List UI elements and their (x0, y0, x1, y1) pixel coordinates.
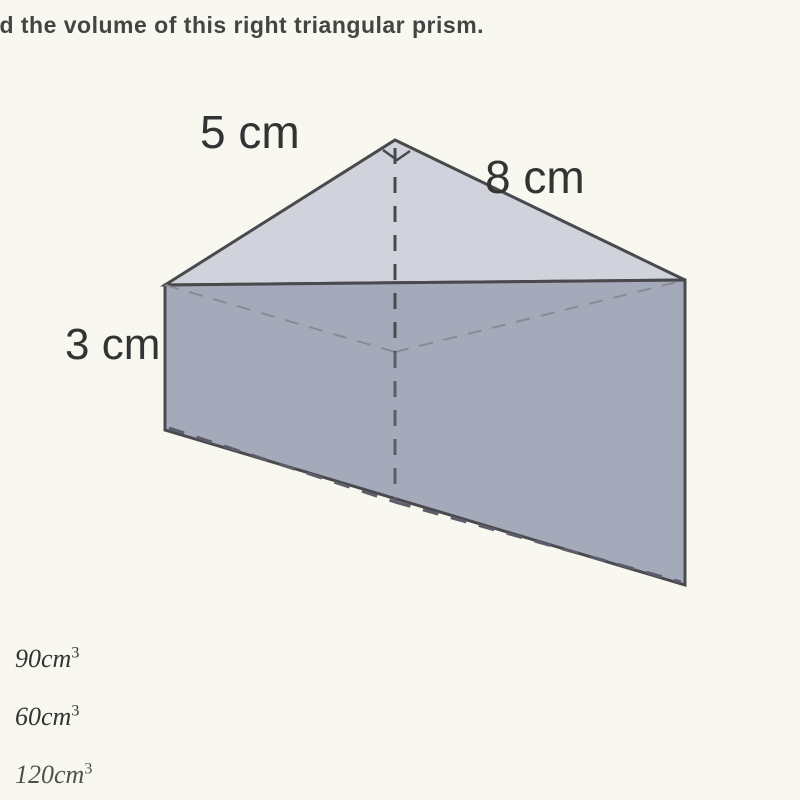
front-face (165, 280, 685, 585)
answer-a-unit: cm (41, 644, 71, 673)
label-5cm: 5 cm (200, 105, 300, 159)
answer-c-exp: 3 (84, 760, 92, 777)
top-face (165, 140, 685, 285)
question-text: ind the volume of this right triangular … (0, 12, 484, 39)
answer-c-unit: cm (54, 760, 84, 789)
answer-c-value: 120 (15, 760, 54, 789)
answer-a-value: 90 (15, 644, 41, 673)
label-8cm: 8 cm (485, 150, 585, 204)
prism-diagram: 5 cm 8 cm 3 cm (95, 70, 735, 630)
prism-svg (95, 70, 735, 630)
answer-b-value: 60 (15, 702, 41, 731)
answer-b-exp: 3 (71, 702, 79, 719)
answer-option-a[interactable]: 90cm3 (15, 644, 92, 674)
answer-option-c[interactable]: 120cm3 (15, 760, 92, 790)
answer-option-b[interactable]: 60cm3 (15, 702, 92, 732)
answer-b-unit: cm (41, 702, 71, 731)
answer-options: 90cm3 60cm3 120cm3 (15, 644, 92, 790)
label-3cm: 3 cm (65, 320, 160, 370)
answer-a-exp: 3 (71, 644, 79, 661)
